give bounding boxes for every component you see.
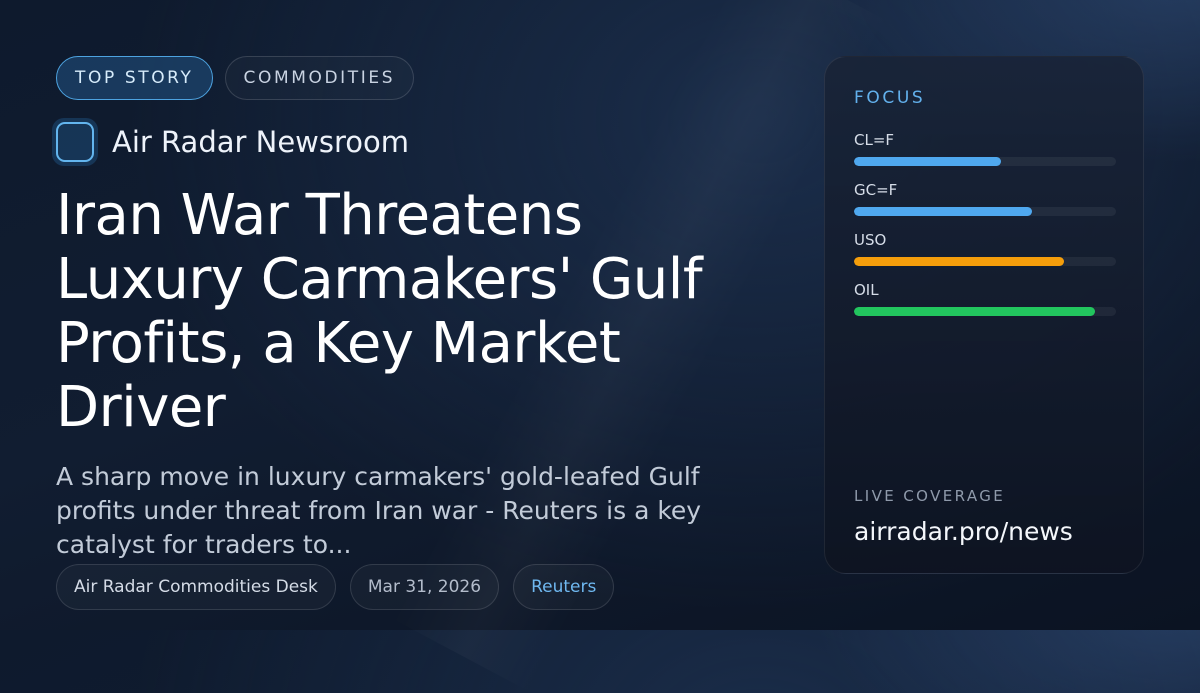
tag-top-story[interactable]: TOP STORY: [56, 56, 213, 100]
focus-item-label: OIL: [854, 281, 879, 299]
focus-title: FOCUS: [854, 88, 926, 108]
tag-commodities[interactable]: COMMODITIES: [224, 56, 415, 100]
focus-item: CL=F: [854, 131, 1116, 181]
date-chip: Mar 31, 2026: [349, 564, 500, 610]
focus-bar-track: [854, 307, 1116, 316]
focus-bar-track: [854, 257, 1116, 266]
focus-item-label: USO: [854, 231, 887, 249]
source-byline: Air Radar Newsroom: [52, 118, 409, 166]
focus-bars: CL=F GC=F USO OIL: [854, 131, 1116, 331]
live-coverage-label: LIVE COVERAGE: [854, 487, 1006, 505]
focus-bar-fill: [854, 307, 1096, 316]
article-meta: Air Radar Commodities Desk Mar 31, 2026 …: [56, 564, 615, 610]
article-headline: Iran War Threatens Luxury Carmakers' Gul…: [56, 183, 703, 440]
desk-chip: Air Radar Commodities Desk: [56, 564, 336, 610]
tag-pills: TOP STORY COMMODITIES: [56, 56, 415, 100]
focus-item: GC=F: [854, 181, 1116, 231]
focus-bar-fill: [854, 207, 1033, 216]
focus-item-label: CL=F: [854, 131, 895, 149]
focus-bar-track: [854, 157, 1116, 166]
focus-bar-fill: [854, 257, 1064, 266]
publisher-link[interactable]: Reuters: [513, 564, 615, 610]
focus-panel: FOCUS CL=F GC=F USO OIL LIVE COVERAG: [824, 56, 1144, 574]
focus-item: OIL: [854, 281, 1116, 331]
focus-item: USO: [854, 231, 1116, 281]
source-name: Air Radar Newsroom: [112, 125, 410, 159]
focus-item-label: GC=F: [854, 181, 898, 199]
focus-bar-fill: [854, 157, 1001, 166]
focus-bar-track: [854, 207, 1116, 216]
source-logo-icon: [52, 118, 98, 166]
live-coverage-link[interactable]: airradar.pro/news: [854, 517, 1073, 546]
article-summary: A sharp move in luxury carmakers' gold-l…: [56, 462, 702, 559]
